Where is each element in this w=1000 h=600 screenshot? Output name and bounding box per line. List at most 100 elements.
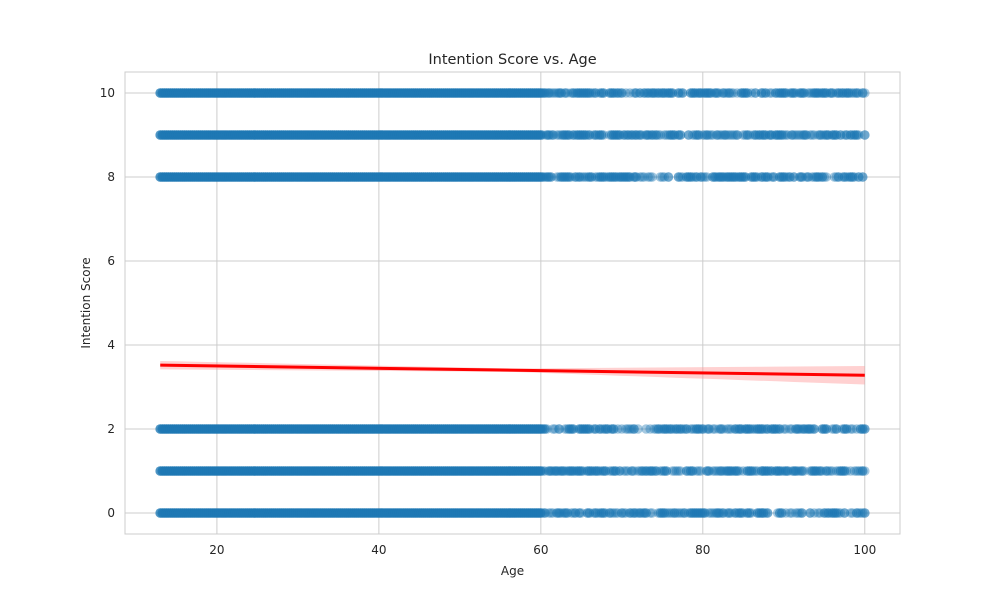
scatter-point [173, 508, 184, 518]
scatter-point [361, 508, 372, 518]
scatter-point [202, 508, 212, 518]
scatter-point [309, 508, 319, 518]
scatter-point [469, 508, 479, 518]
scatter-point [212, 508, 222, 518]
scatter-point [353, 508, 364, 518]
scatter-point [426, 508, 437, 518]
scatter-point [430, 508, 441, 518]
scatter-point [325, 508, 336, 518]
scatter-point [175, 508, 186, 518]
scatter-point [424, 508, 435, 518]
scatter-point [345, 508, 356, 518]
scatter-point [511, 508, 522, 518]
scatter-point [509, 508, 520, 518]
scatter-point [860, 88, 870, 98]
scatter-point [394, 508, 404, 518]
scatter-point [523, 508, 534, 518]
scatter-point [266, 508, 277, 518]
scatter-point [238, 508, 248, 518]
scatter-point [527, 508, 538, 518]
scatter-point [155, 508, 165, 518]
scatter-point [422, 508, 433, 518]
scatter-point [449, 508, 459, 518]
scatter-point [335, 508, 346, 518]
scatter-point [370, 508, 380, 518]
scatter-point [268, 508, 279, 518]
y-tick-label: 6 [107, 254, 115, 268]
scatter-point [438, 508, 449, 518]
scatter-point [491, 508, 502, 518]
scatter-point [426, 508, 437, 518]
scatter-point [210, 508, 220, 518]
scatter-point [473, 508, 483, 518]
scatter-point [248, 508, 259, 518]
scatter-point [390, 508, 400, 518]
scatter-point [262, 508, 273, 518]
scatter-point [517, 508, 528, 518]
scatter-point [274, 508, 285, 518]
scatter-point [604, 508, 615, 518]
y-tick-label: 2 [107, 422, 115, 436]
scatter-point [374, 508, 384, 518]
scatter-point [416, 508, 427, 518]
scatter-point [479, 508, 490, 518]
scatter-point [311, 508, 321, 518]
scatter-point [611, 508, 621, 518]
scatter-point [297, 508, 307, 518]
scatter-point [347, 508, 358, 518]
scatter-point [621, 508, 631, 518]
scatter-point [202, 508, 212, 518]
scatter-point [244, 508, 255, 518]
scatter-point [349, 508, 360, 518]
scatter-point [177, 508, 188, 518]
scatter-point [169, 508, 180, 518]
scatter-point [321, 508, 332, 518]
scatter-point [481, 508, 492, 518]
scatter-point [463, 508, 473, 518]
scatter-point [475, 508, 485, 518]
scatter-point [169, 508, 180, 518]
scatter-point [370, 508, 380, 518]
y-tick-label: 4 [107, 338, 115, 352]
scatter-point [291, 508, 301, 518]
scatter-point [341, 508, 352, 518]
scatter-point [325, 508, 336, 518]
scatter-point [359, 508, 370, 518]
scatter-point [272, 508, 283, 518]
scatter-point [189, 508, 200, 518]
scatter-point [341, 508, 352, 518]
scatter-point [513, 508, 524, 518]
scatter-point [523, 508, 534, 518]
scatter-point [576, 508, 587, 518]
scatter-point [455, 508, 465, 518]
scatter-point [540, 508, 550, 518]
x-tick-label: 100 [853, 543, 876, 557]
scatter-point [283, 508, 293, 518]
x-tick-label: 20 [209, 543, 224, 557]
scatter-point [406, 508, 417, 518]
scatter-point [179, 508, 190, 518]
scatter-point [471, 508, 481, 518]
scatter-point [584, 508, 595, 518]
scatter-point [220, 508, 230, 518]
scatter-point [396, 508, 406, 518]
scatter-point [570, 508, 581, 518]
scatter-point [232, 508, 242, 518]
scatter-point [220, 508, 230, 518]
scatter-point [250, 508, 261, 518]
scatter-point [483, 508, 494, 518]
scatter-point [307, 508, 317, 518]
scatter-point [428, 508, 439, 518]
scatter-point [315, 508, 326, 518]
scatter-point [499, 508, 510, 518]
scatter-point [218, 508, 228, 518]
scatter-point [388, 508, 398, 518]
scatter-point [347, 508, 358, 518]
scatter-point [280, 508, 291, 518]
scatter-point [289, 508, 299, 518]
scatter-point [606, 508, 617, 518]
scatter-point [327, 508, 338, 518]
plot-area [125, 72, 900, 534]
scatter-point [183, 508, 194, 518]
scatter-point [331, 508, 342, 518]
